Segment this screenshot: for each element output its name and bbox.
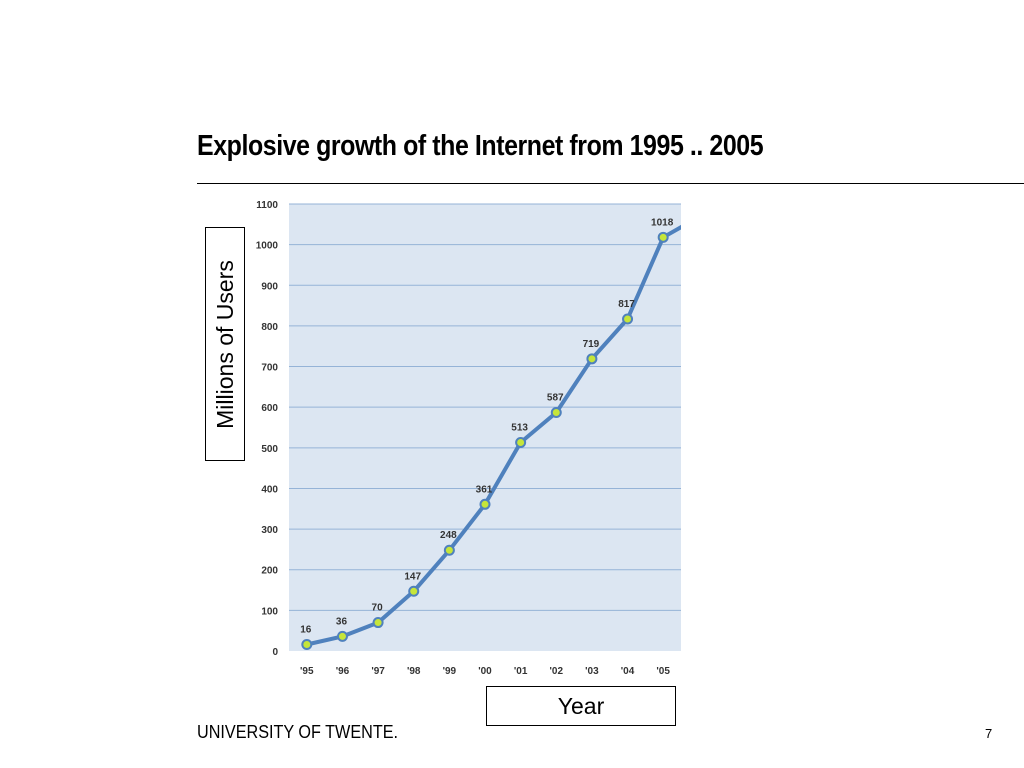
x-tick-label: '95 — [300, 666, 314, 677]
data-point-marker — [336, 630, 348, 642]
data-label: 1018 — [651, 217, 674, 228]
x-tick-label: '04 — [621, 666, 635, 677]
title-divider — [197, 183, 1024, 184]
data-point-marker — [515, 437, 527, 449]
y-axis-label: Millions of Users — [211, 259, 238, 429]
x-axis-label: Year — [557, 692, 605, 719]
page-number: 7 — [985, 726, 993, 741]
data-point-marker — [657, 231, 669, 243]
y-tick-label: 700 — [261, 363, 278, 374]
x-tick-label: '00 — [478, 666, 492, 677]
x-tick-label: '02 — [550, 666, 564, 677]
x-tick-label: '03 — [585, 666, 599, 677]
data-label: 70 — [372, 603, 384, 614]
data-label: 147 — [404, 571, 421, 582]
x-tick-label: '96 — [336, 666, 350, 677]
data-point-marker — [479, 498, 491, 510]
x-tick-label: '97 — [371, 666, 385, 677]
y-tick-label: 400 — [261, 484, 278, 495]
x-tick-label: '99 — [443, 666, 457, 677]
data-label: 719 — [583, 339, 600, 350]
y-tick-label: 1000 — [256, 241, 279, 252]
data-label: 817 — [618, 299, 635, 310]
y-tick-label: 1100 — [256, 200, 278, 211]
y-tick-label: 500 — [261, 444, 278, 455]
slide-title: Explosive growth of the Internet from 19… — [197, 130, 764, 162]
x-tick-label: '01 — [514, 666, 528, 677]
plot-area — [289, 204, 681, 651]
data-label: 36 — [336, 616, 348, 627]
y-tick-label: 100 — [261, 606, 278, 617]
data-point-marker — [622, 313, 634, 325]
data-point-marker — [301, 638, 313, 650]
data-label: 361 — [476, 484, 493, 495]
data-label: 16 — [300, 624, 312, 635]
y-tick-label: 800 — [261, 322, 278, 333]
data-point-marker — [550, 406, 562, 418]
y-tick-label: 300 — [261, 525, 278, 536]
data-label: 587 — [547, 392, 564, 403]
data-point-marker — [372, 617, 384, 629]
university-logo-text: UNIVERSITY OF TWENTE. — [197, 722, 399, 742]
data-label: 513 — [511, 423, 528, 434]
data-point-marker — [443, 544, 455, 556]
y-tick-label: 600 — [261, 403, 278, 414]
y-tick-label: 200 — [261, 566, 278, 577]
data-label: 248 — [440, 530, 457, 541]
y-axis-label-box: Millions of Users — [205, 227, 245, 461]
data-point-marker — [586, 353, 598, 365]
x-tick-label: '05 — [656, 666, 670, 677]
x-tick-label: '98 — [407, 666, 421, 677]
data-point-marker — [408, 585, 420, 597]
y-tick-label: 0 — [272, 647, 278, 658]
series-line — [304, 224, 681, 647]
x-axis-label-box: Year — [486, 686, 676, 726]
y-tick-label: 900 — [261, 281, 278, 292]
